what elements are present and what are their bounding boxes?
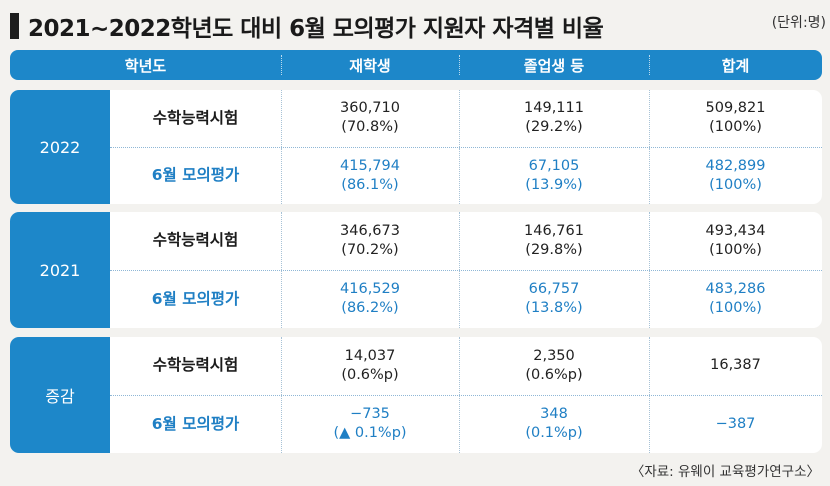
graduates-pct: (29.2%)	[525, 119, 583, 136]
enrolled-cell: −735 (▲ 0.1%p)	[281, 395, 459, 454]
total-count: 483,286	[705, 281, 766, 298]
enrolled-pct: (70.8%)	[341, 119, 399, 136]
graduates-count: 2,350	[533, 347, 575, 364]
table-header: 학년도 재학생 졸업생 등 합계	[10, 50, 822, 80]
group-change: 증감 수학능력시험 14,037 (0.6%p) 2,350 (0.6%p) 16,…	[10, 337, 822, 453]
graduates-cell: 2,350 (0.6%p)	[459, 337, 649, 395]
row-name: 6월 모의평가	[151, 414, 240, 433]
total-cell: 509,821 (100%)	[649, 90, 822, 147]
graduates-count: 348	[540, 406, 568, 423]
group-2021: 2021 수학능력시험 346,673 (70.2%) 146,761 (29.8%…	[10, 212, 822, 328]
row-name: 수학능력시험	[152, 231, 239, 250]
enrolled-cell: 415,794 (86.1%)	[281, 147, 459, 205]
total-cell: 482,899 (100%)	[649, 147, 822, 205]
row-name: 6월 모의평가	[151, 166, 240, 185]
header-graduates: 졸업생 등	[459, 50, 649, 80]
total-count: −387	[715, 415, 756, 432]
total-pct: (100%)	[709, 176, 762, 193]
enrolled-pct: (0.6%p)	[341, 366, 399, 383]
header-year: 학년도	[124, 56, 167, 75]
graduates-pct: (13.8%)	[525, 300, 583, 317]
group-year-label: 증감	[10, 337, 110, 453]
enrolled-pct: (▲ 0.1%p)	[333, 425, 407, 442]
graduates-cell: 348 (0.1%p)	[459, 395, 649, 454]
enrolled-count: 14,037	[344, 347, 396, 364]
graduates-count: 67,105	[528, 157, 580, 174]
row-name: 6월 모의평가	[151, 289, 240, 308]
graduates-pct: (0.1%p)	[525, 425, 583, 442]
table-row: 수학능력시험 360,710 (70.8%) 149,111 (29.2%) 509…	[110, 90, 822, 147]
title-bar: 2021~2022학년도 대비 6월 모의평가 지원자 자격별 비율	[10, 8, 822, 44]
table-title: 2021~2022학년도 대비 6월 모의평가 지원자 자격별 비율	[28, 16, 604, 42]
enrolled-count: 415,794	[340, 157, 400, 174]
source-note: 〈자료: 유웨이 교육평가연구소〉	[630, 464, 820, 480]
enrolled-count: 346,673	[340, 222, 400, 239]
table-row: 수학능력시험 346,673 (70.2%) 146,761 (29.8%) 493…	[110, 212, 822, 270]
graduates-cell: 149,111 (29.2%)	[459, 90, 649, 147]
group-year-label: 2021	[10, 212, 110, 328]
title-marker	[10, 13, 19, 39]
row-name: 수학능력시험	[152, 356, 239, 375]
graduates-cell: 66,757 (13.8%)	[459, 270, 649, 329]
enrolled-count: −735	[350, 406, 390, 423]
total-count: 493,434	[705, 222, 766, 239]
total-count: 482,899	[705, 157, 766, 174]
total-cell: 493,434 (100%)	[649, 212, 822, 270]
enrolled-count: 360,710	[340, 100, 400, 117]
enrolled-cell: 346,673 (70.2%)	[281, 212, 459, 270]
enrolled-cell: 14,037 (0.6%p)	[281, 337, 459, 395]
graduates-pct: (13.9%)	[525, 176, 583, 193]
table-row: 6월 모의평가 415,794 (86.1%) 67,105 (13.9%) 482…	[110, 146, 822, 205]
graduates-count: 146,761	[524, 222, 584, 239]
header-total: 합계	[649, 50, 822, 80]
table-row: 6월 모의평가 416,529 (86.2%) 66,757 (13.8%) 483…	[110, 269, 822, 329]
graduates-count: 149,111	[524, 100, 584, 117]
enrolled-count: 416,529	[340, 281, 400, 298]
enrolled-cell: 416,529 (86.2%)	[281, 270, 459, 329]
total-count: 16,387	[710, 357, 761, 374]
enrolled-cell: 360,710 (70.8%)	[281, 90, 459, 147]
graduates-pct: (0.6%p)	[525, 366, 583, 383]
graduates-pct: (29.8%)	[525, 241, 583, 258]
row-name: 수학능력시험	[152, 108, 239, 127]
enrolled-pct: (86.1%)	[341, 176, 399, 193]
total-pct: (100%)	[709, 241, 762, 258]
total-cell: −387	[649, 395, 822, 454]
enrolled-pct: (86.2%)	[341, 300, 399, 317]
group-2022: 2022 수학능력시험 360,710 (70.8%) 149,111 (29.2%…	[10, 90, 822, 204]
total-pct: (100%)	[709, 300, 762, 317]
total-count: 509,821	[705, 100, 766, 117]
table-row: 수학능력시험 14,037 (0.6%p) 2,350 (0.6%p) 16,387	[110, 337, 822, 395]
unit-label: (단위:명)	[771, 15, 826, 31]
enrolled-pct: (70.2%)	[341, 241, 399, 258]
total-cell: 483,286 (100%)	[649, 270, 822, 329]
total-pct: (100%)	[709, 119, 762, 136]
header-enrolled: 재학생	[281, 50, 459, 80]
table-row: 6월 모의평가 −735 (▲ 0.1%p) 348 (0.1%p) −387	[110, 394, 822, 454]
total-cell: 16,387	[649, 337, 822, 395]
group-year-label: 2022	[10, 90, 110, 204]
graduates-count: 66,757	[528, 281, 580, 298]
graduates-cell: 146,761 (29.8%)	[459, 212, 649, 270]
graduates-cell: 67,105 (13.9%)	[459, 147, 649, 205]
